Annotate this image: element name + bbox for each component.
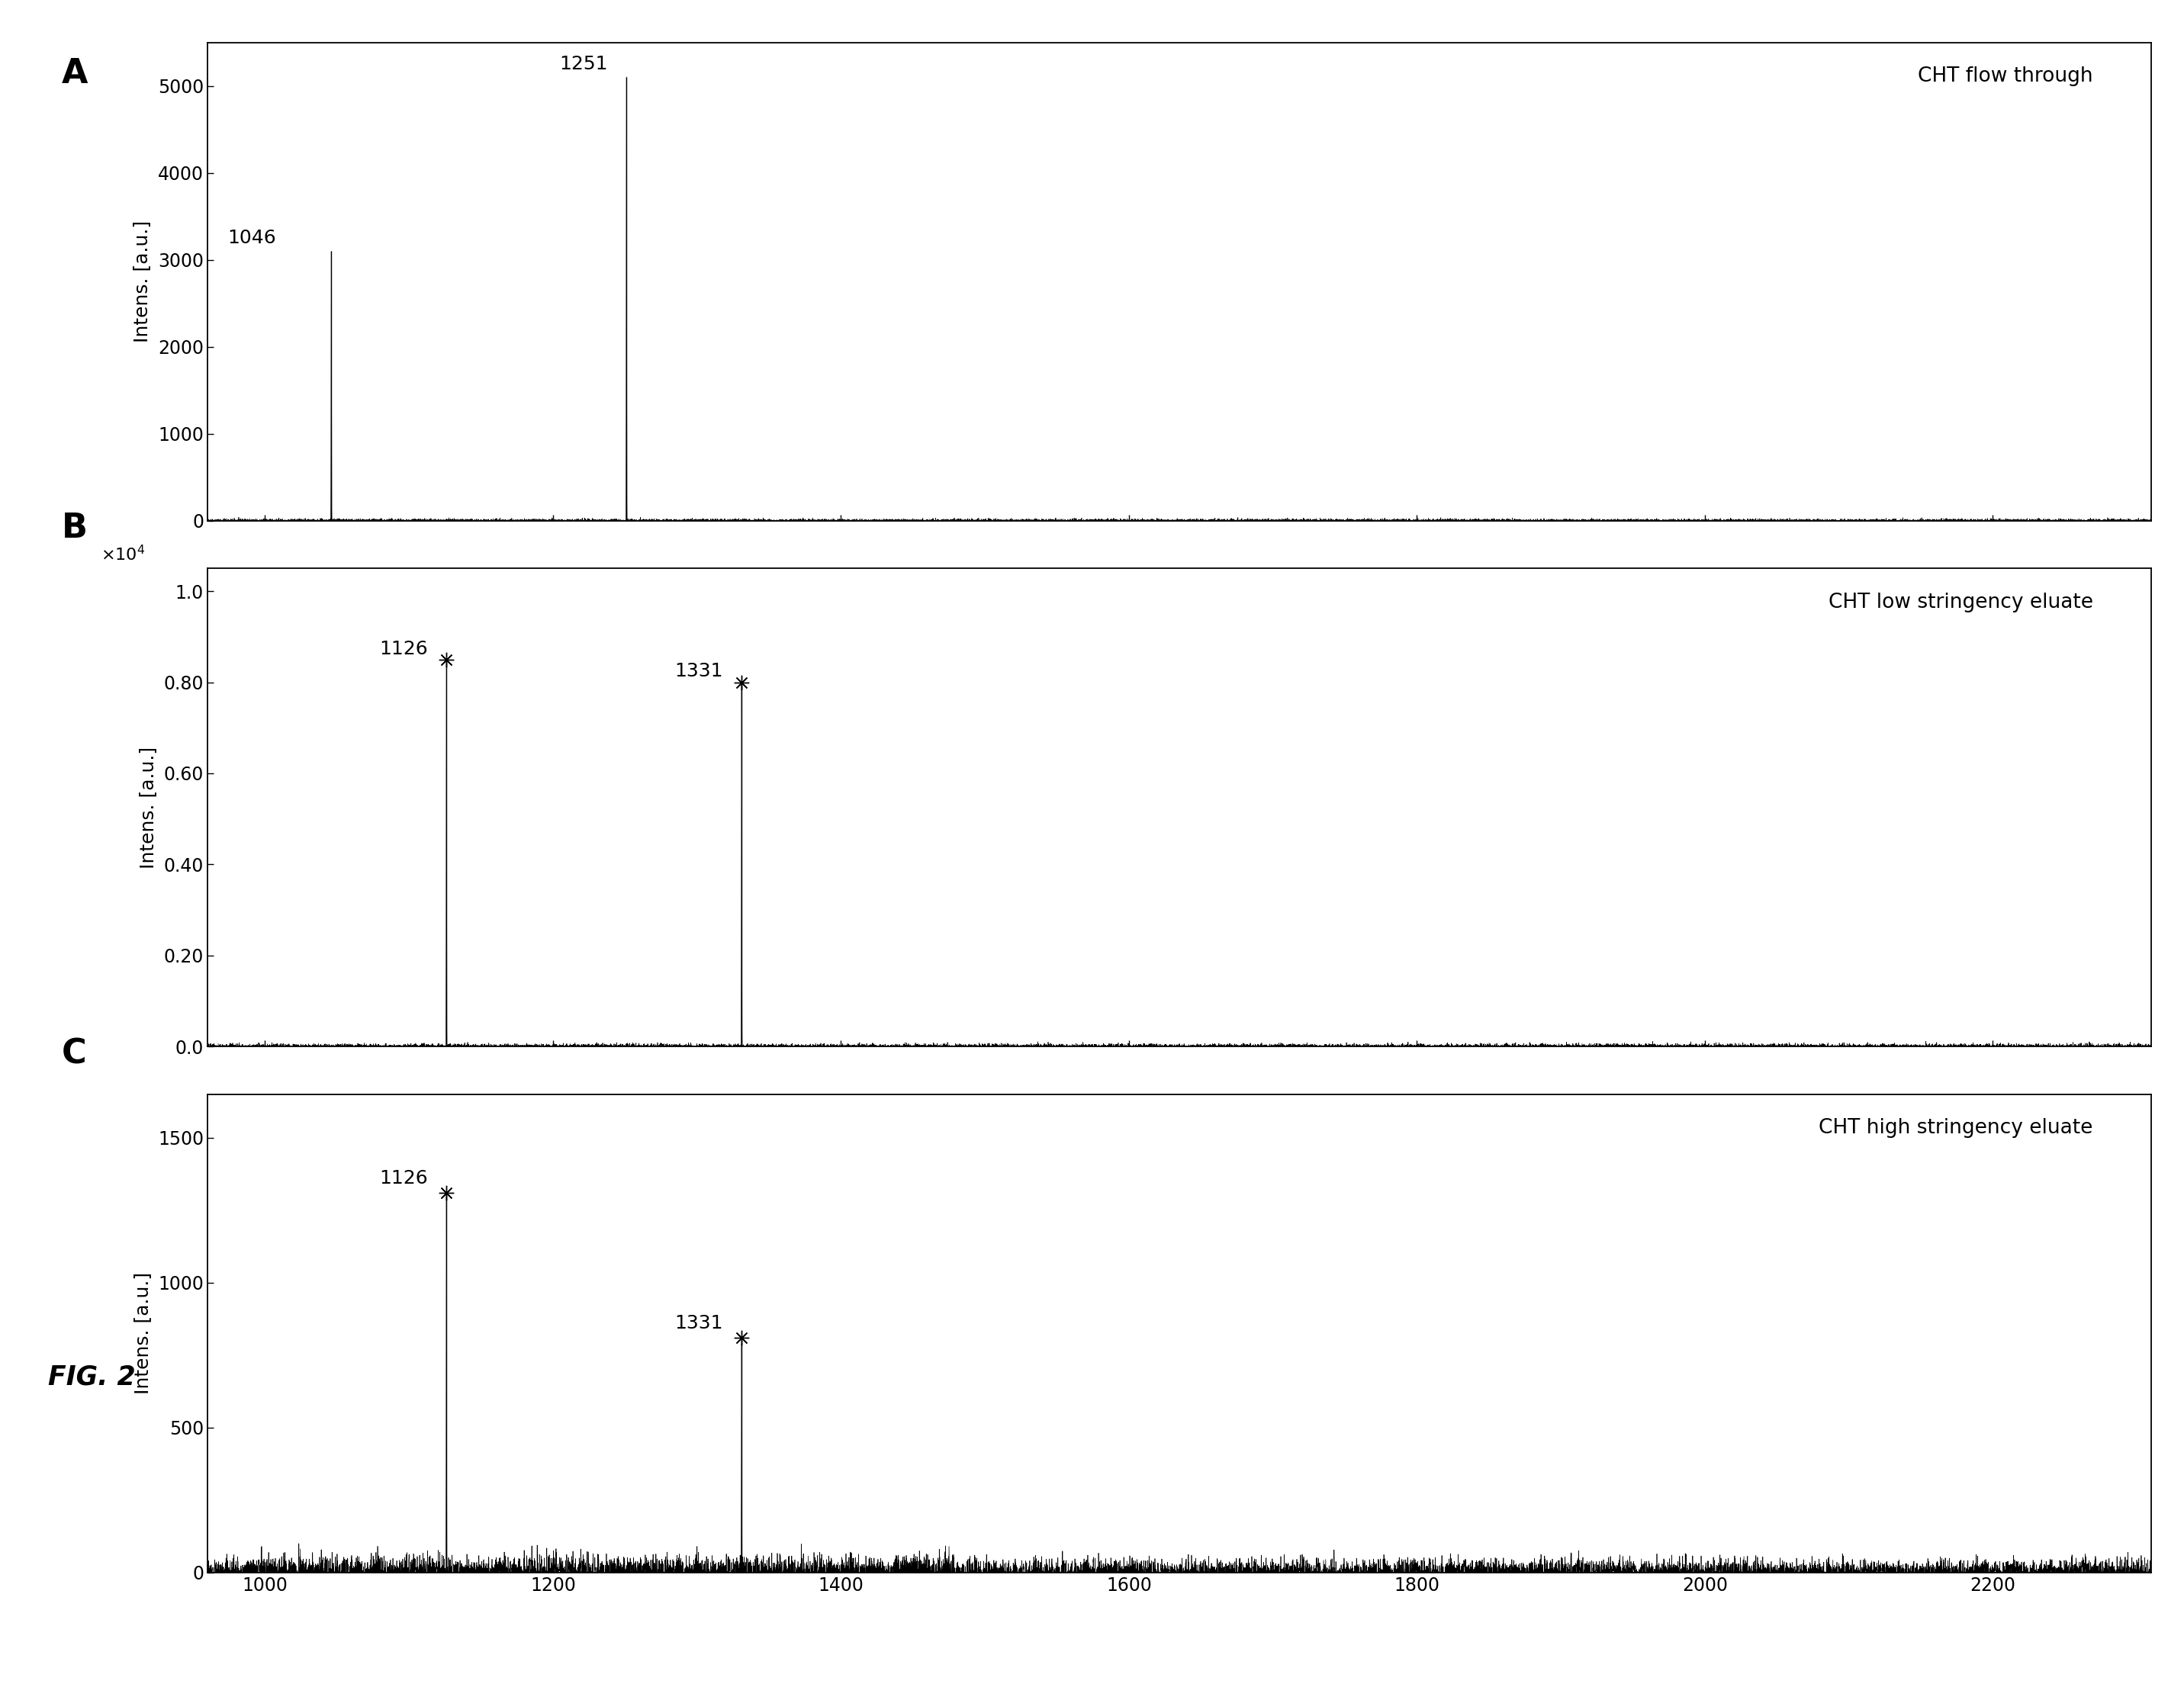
Text: 1046: 1046 xyxy=(227,230,277,246)
Text: $\times10^4$: $\times10^4$ xyxy=(100,544,144,564)
Text: 1331: 1331 xyxy=(675,663,723,680)
Text: C: C xyxy=(61,1037,87,1071)
Text: 1126: 1126 xyxy=(380,1170,428,1187)
Y-axis label: Intens. [a.u.]: Intens. [a.u.] xyxy=(133,1272,151,1394)
Text: 1331: 1331 xyxy=(675,1314,723,1333)
Text: A: A xyxy=(61,56,87,90)
Text: FIG. 2: FIG. 2 xyxy=(48,1363,135,1391)
Text: CHT flow through: CHT flow through xyxy=(1918,66,2092,87)
Y-axis label: Intens. [a.u.]: Intens. [a.u.] xyxy=(133,221,151,343)
Text: CHT low stringency eluate: CHT low stringency eluate xyxy=(1828,592,2092,612)
Y-axis label: Intens. [a.u.]: Intens. [a.u.] xyxy=(140,746,157,869)
Text: 1251: 1251 xyxy=(559,54,607,73)
Text: 1126: 1126 xyxy=(380,639,428,658)
Text: B: B xyxy=(61,512,87,544)
Text: CHT high stringency eluate: CHT high stringency eluate xyxy=(1819,1119,2092,1137)
